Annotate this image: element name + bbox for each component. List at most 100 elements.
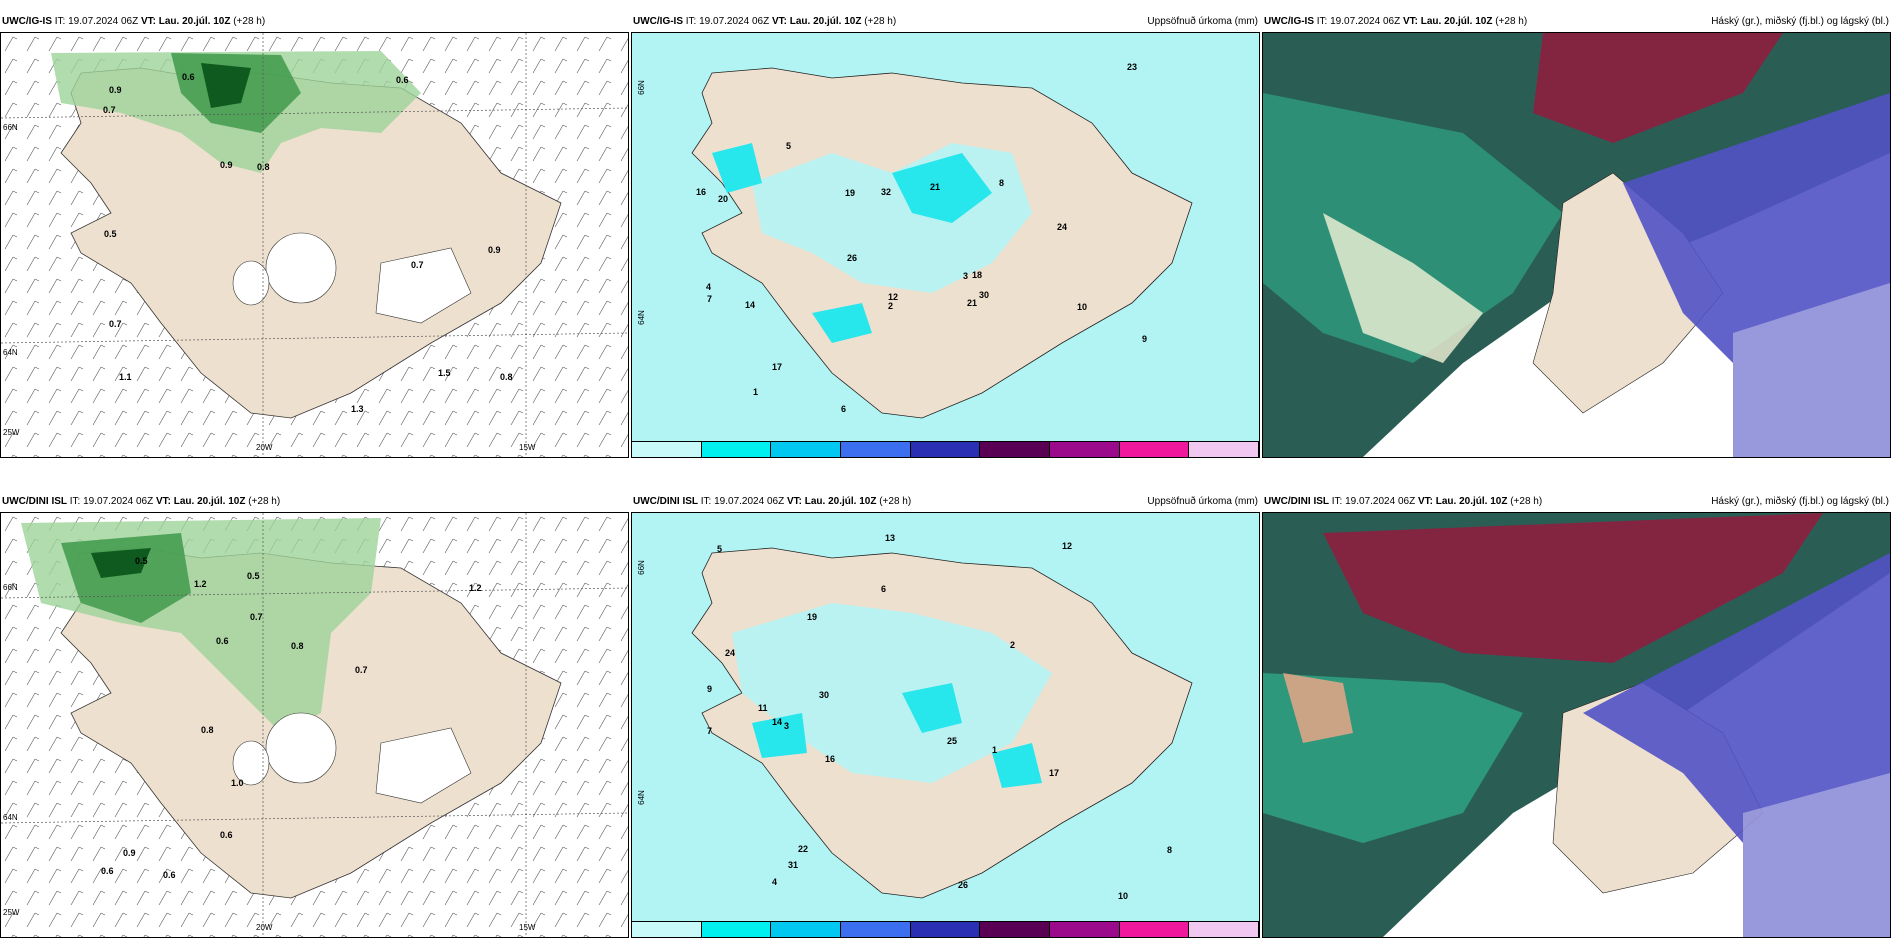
lat-label-66: 66N: [3, 583, 18, 592]
lon-label-25w: 25W: [3, 428, 20, 437]
panel-dini-wind: UWC/DINI ISL IT: 19.07.2024 06Z VT: Lau.…: [0, 492, 629, 938]
colorbar-bin-5: 75: [910, 922, 981, 937]
map-frame[interactable]: 66N 64N 20W 15W 25W 0.6 0.5 0.8 0.6 0.5 0.7 0.…: [0, 512, 629, 938]
precip-value-label: 13: [885, 533, 896, 543]
panel-title: UWC/DINI ISL IT: 19.07.2024 06Z VT: Lau.…: [0, 492, 629, 512]
lon-label-25w: 25W: [3, 908, 20, 917]
panel-ig-wind: UWC/IG-IS IT: 19.07.2024 06Z VT: Lau. 20…: [0, 12, 629, 458]
precip-value-label: 0.7: [355, 665, 368, 675]
precip-value-label: 0.6: [101, 866, 114, 876]
colorbar-bin-3: 25: [771, 442, 842, 457]
precip-value-label: 19: [807, 612, 818, 622]
glacier-hofsjokull: [232, 740, 270, 786]
precip-value-label: 4: [772, 877, 778, 887]
map-svg: [632, 33, 1259, 441]
precip-value-label: 7: [707, 294, 713, 304]
precip-value-label: 23: [1127, 62, 1138, 72]
panel-title: UWC/IG-IS IT: 19.07.2024 06Z VT: Lau. 20…: [1262, 12, 1891, 32]
precip-value-label: 7: [707, 726, 713, 736]
map-svg: [1, 513, 628, 937]
field-title: Háský (gr.), miðský (fj.bl.) og lágský (…: [1711, 16, 1889, 27]
bright-cloud-area: [1323, 213, 1483, 363]
precip-value-label: 1.2: [469, 583, 482, 593]
colorbar-bin-1: 1: [632, 922, 702, 937]
lat-label-64: 64N: [636, 310, 646, 325]
map-frame[interactable]: [1262, 512, 1891, 938]
precip-value-label: 1.1: [119, 372, 132, 382]
precip-value-label: 0.7: [109, 319, 122, 329]
precip-value-label: 2: [888, 301, 894, 311]
field-title: Háský (gr.), miðský (fj.bl.) og lágský (…: [1711, 496, 1889, 507]
precip-core: [91, 548, 151, 578]
glacier-langjokull: [265, 232, 337, 304]
panel-title: UWC/DINI ISL IT: 19.07.2024 06Z VT: Lau.…: [631, 492, 1260, 512]
panel-dini-precip: UWC/DINI ISL IT: 19.07.2024 06Z VT: Lau.…: [631, 492, 1260, 938]
precip-value-label: 2: [1010, 640, 1016, 650]
map-frame[interactable]: 66N 64N 20W 15W 25W 0.7 0.9 1.1 0.6 0.8 1.5 0.…: [0, 32, 629, 458]
lead-time: (+28 h): [248, 496, 281, 507]
precip-value-label: 24: [1057, 222, 1068, 232]
map-frame[interactable]: [1262, 32, 1891, 458]
precip-value-label: 19: [845, 188, 856, 198]
glacier-langjokull: [265, 712, 337, 784]
precip-value-label: 0.6: [163, 870, 176, 880]
lat-label-64: 64N: [3, 813, 18, 822]
precip-value-label: 0.9: [220, 160, 233, 170]
precip-value-label: 0.6: [396, 75, 409, 85]
model-name: UWC/IG-IS: [633, 16, 683, 27]
precip-value-label: 1.0: [231, 778, 244, 788]
latitude-line-64: [1, 332, 628, 344]
lon-label-15w: 15W: [519, 923, 536, 932]
precip-value-label: 9: [707, 684, 713, 694]
mid-cloud-area: [1263, 93, 1563, 363]
issue-time: IT: 19.07.2024 06Z: [700, 496, 785, 507]
precip-value-label: 14: [772, 717, 783, 727]
precip-value-label: 5: [717, 544, 723, 554]
issue-time: IT: 19.07.2024 06Z: [1331, 496, 1416, 507]
model-name: UWC/DINI ISL: [1264, 496, 1329, 507]
map-frame[interactable]: 66N 64N 1 10 25 50 75 100 150 200 400 31…: [631, 512, 1260, 938]
precip-value-label: 0.5: [104, 229, 117, 239]
precip-value-label: 12: [888, 292, 899, 302]
precip-mid-area-2: [812, 303, 872, 343]
precip-value-label: 14: [745, 300, 756, 310]
precip-colorbar: 1 10 25 50 75 100 150 200 400: [632, 921, 1259, 937]
precip-value-label: 8: [999, 178, 1005, 188]
precip-value-label: 0.8: [257, 162, 270, 172]
colorbar-bin-2: 10: [701, 922, 772, 937]
warm-cloud-area: [1283, 673, 1353, 743]
lead-time: (+28 h): [1510, 496, 1543, 507]
very-high-cloud-area: [1323, 513, 1823, 663]
field-title: Uppsöfnuð úrkoma (mm): [1147, 496, 1258, 507]
latitude-line-64: [1, 812, 628, 824]
precip-value-label: 24: [725, 648, 736, 658]
precip-value-label: 26: [847, 253, 858, 263]
precip-value-label: 1: [992, 745, 998, 755]
precip-value-label: 21: [967, 298, 978, 308]
precip-value-label: 0.7: [103, 105, 116, 115]
precip-value-label: 0.8: [291, 641, 304, 651]
valid-time: VT: Lau. 20.júl. 10Z: [786, 496, 877, 507]
valid-time: VT: Lau. 20.júl. 10Z: [1402, 16, 1493, 27]
glacier-vatnajokull: [375, 727, 472, 804]
colorbar-bin-6: 100: [980, 442, 1051, 457]
colorbar-bin-8: 200: [1119, 922, 1190, 937]
valid-time: VT: Lau. 20.júl. 10Z: [140, 16, 231, 27]
lat-label-66: 66N: [3, 123, 18, 132]
precip-value-label: 0.6: [182, 72, 195, 82]
map-svg: [1263, 513, 1890, 937]
map-frame[interactable]: 66N 64N 1 10 25 50 75 100 150 200 400 30…: [631, 32, 1260, 458]
issue-time: IT: 19.07.2024 06Z: [54, 16, 139, 27]
lead-time: (+28 h): [879, 496, 912, 507]
field-title: Uppsöfnuð úrkoma (mm): [1147, 16, 1258, 27]
precip-value-label: 8: [1167, 845, 1173, 855]
precip-value-label: 0.9: [109, 85, 122, 95]
model-name: UWC/IG-IS: [2, 16, 52, 27]
precip-mid-area-2: [992, 743, 1042, 788]
colorbar-bin-6: 100: [980, 922, 1051, 937]
precip-value-label: 6: [881, 584, 887, 594]
precip-value-label: 30: [979, 290, 990, 300]
colorbar-bin-2: 10: [701, 442, 772, 457]
lat-label-64: 64N: [636, 790, 646, 805]
model-name: UWC/IG-IS: [1264, 16, 1314, 27]
